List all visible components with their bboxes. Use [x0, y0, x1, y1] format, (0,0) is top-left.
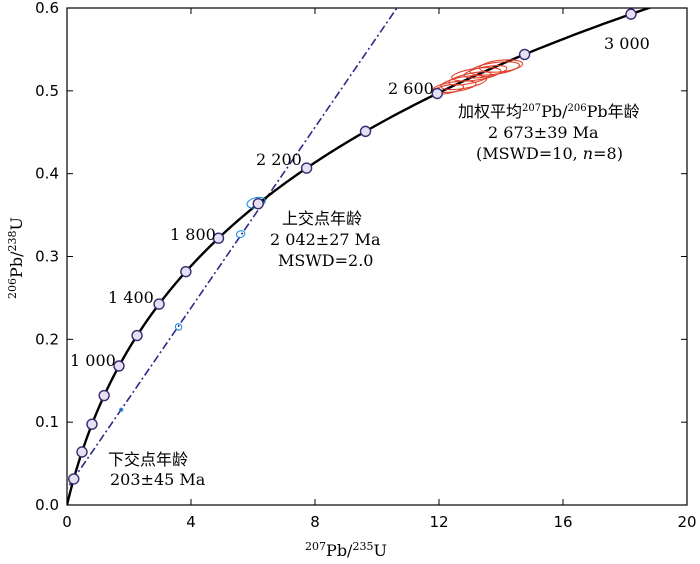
y-tick-label: 0.1: [35, 413, 59, 431]
y-tick-label: 0.2: [35, 330, 59, 348]
x-axis-label: 207Pb/235U: [305, 540, 387, 560]
upper-intercept-age: 2 042±27 Ma: [270, 230, 381, 249]
upper-intercept-mswd: MSWD=2.0: [278, 251, 373, 270]
age-marker-400: [76, 446, 88, 458]
age-marker-600: [86, 418, 98, 430]
age-marker-1800: [212, 232, 225, 244]
weighted-mean-title: 加权平均207Pb/206Pb年龄: [458, 102, 640, 121]
age-marker-1200: [131, 329, 143, 342]
age-marker-2000: [252, 197, 264, 210]
plot-frame: [66, 7, 688, 506]
y-tick-label: 0.6: [35, 0, 59, 17]
lower-intercept-annotation: 下交点年龄 203±45 Ma: [108, 450, 206, 489]
x-tick-label: 4: [186, 513, 196, 531]
weighted-mean-mswd: (MSWD=10, n=8): [476, 144, 623, 163]
age-markers: [68, 8, 637, 485]
concordia-curve: [67, 8, 653, 505]
age-label-2200: 2 200: [256, 150, 302, 169]
discordant-ellipse: [119, 407, 124, 412]
age-marker-2600: [431, 87, 443, 100]
x-tick-label: 20: [677, 513, 696, 531]
age-label-2600: 2 600: [388, 79, 434, 98]
age-marker-3000: [625, 8, 637, 20]
y-axis-label: 206Pb/238U: [6, 217, 26, 299]
weighted-mean-age: 2 673±39 Ma: [488, 123, 599, 142]
x-tick-label: 8: [310, 513, 320, 531]
age-marker-1600: [180, 265, 192, 278]
age-marker-1400: [153, 298, 165, 310]
age-marker-2400: [359, 125, 372, 138]
y-axis: 0.0 0.1 0.2 0.3 0.4 0.5 0.6: [35, 0, 687, 514]
upper-intercept-annotation: 上交点年龄 2 042±27 Ma MSWD=2.0: [270, 209, 381, 270]
age-label-3000: 3 000: [604, 34, 650, 53]
age-marker-200: [68, 473, 80, 485]
age-marker-2800: [518, 48, 531, 61]
weighted-mean-annotation: 加权平均207Pb/206Pb年龄 2 673±39 Ma (MSWD=10, …: [458, 102, 640, 163]
concordant-ellipse: [478, 59, 524, 73]
discordia-line: [67, 8, 398, 490]
y-tick-label: 0.3: [35, 248, 59, 266]
x-axis: 0 4 8 12 16 20: [62, 8, 697, 531]
age-marker-800: [98, 389, 110, 402]
y-tick-label: 0.0: [35, 496, 59, 514]
y-tick-label: 0.4: [35, 165, 59, 183]
discordant-ellipse: [174, 323, 183, 331]
age-marker-2200: [300, 162, 313, 174]
concordant-ellipse: [469, 61, 520, 76]
concordant-ellipse: [463, 65, 508, 79]
upper-intercept-title: 上交点年龄: [282, 209, 362, 228]
concordant-ellipse: [448, 71, 492, 86]
discordant-ellipse: [235, 230, 246, 239]
lower-intercept-title: 下交点年龄: [108, 450, 188, 469]
x-tick-label: 0: [62, 513, 72, 531]
age-label-1400: 1 400: [108, 288, 154, 307]
age-label-1000: 1 000: [70, 351, 116, 370]
concordant-ellipses: [432, 59, 524, 95]
age-marker-1000: [113, 360, 125, 372]
x-tick-label: 12: [429, 513, 448, 531]
lower-intercept-age: 203±45 Ma: [110, 470, 206, 489]
y-tick-label: 0.5: [35, 82, 59, 100]
x-tick-label: 16: [553, 513, 572, 531]
age-label-1800: 1 800: [170, 225, 216, 244]
